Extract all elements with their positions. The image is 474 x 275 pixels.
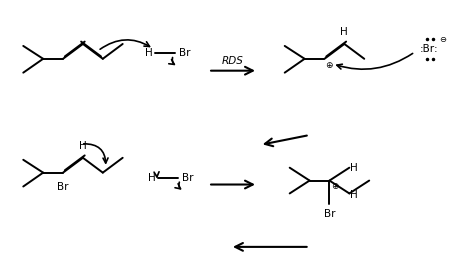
- Text: Br: Br: [182, 173, 193, 183]
- Text: Br: Br: [179, 48, 190, 58]
- Text: :Br:: :Br:: [419, 44, 438, 54]
- Text: ⊕: ⊕: [325, 61, 332, 70]
- Text: Br: Br: [324, 209, 335, 219]
- Text: H: H: [350, 163, 358, 173]
- Text: H: H: [79, 141, 87, 151]
- Text: H: H: [340, 27, 348, 37]
- Text: H: H: [145, 48, 153, 58]
- Text: H: H: [350, 190, 358, 200]
- Text: ⊕: ⊕: [331, 182, 338, 191]
- FancyArrowPatch shape: [154, 172, 159, 177]
- FancyArrowPatch shape: [175, 182, 181, 189]
- FancyArrowPatch shape: [100, 40, 149, 49]
- FancyArrowPatch shape: [84, 144, 108, 163]
- Text: H: H: [147, 173, 155, 183]
- Text: RDS: RDS: [222, 56, 244, 66]
- FancyArrowPatch shape: [337, 53, 413, 69]
- Text: Br: Br: [57, 182, 69, 191]
- FancyArrowPatch shape: [169, 57, 174, 64]
- Text: ⊖: ⊖: [439, 35, 447, 45]
